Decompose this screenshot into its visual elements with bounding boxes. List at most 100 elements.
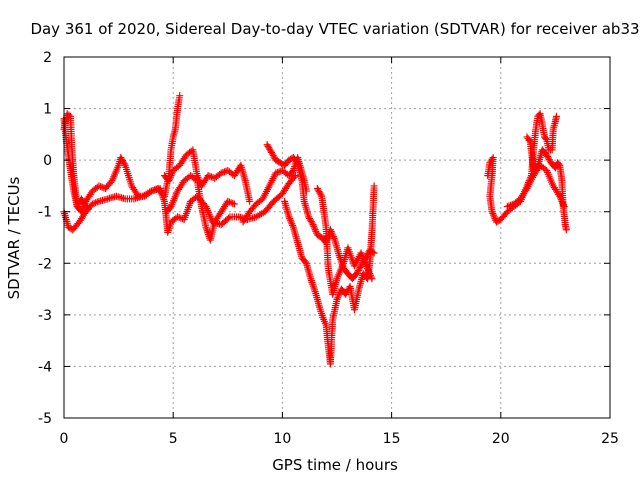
- x-tick-label: 15: [383, 431, 401, 447]
- data-point: [209, 174, 217, 182]
- data-point: [525, 136, 533, 144]
- data-point: [97, 183, 105, 191]
- data-point: [93, 198, 101, 206]
- data-point: [542, 134, 550, 142]
- data-point: [277, 167, 285, 175]
- data-point: [273, 168, 281, 176]
- data-point: [286, 216, 294, 224]
- plot-frame: [63, 56, 611, 419]
- y-tick-label: -4: [38, 359, 52, 375]
- data-point: [365, 268, 373, 276]
- data-point: [229, 199, 237, 207]
- data-point: [552, 112, 560, 120]
- data-point: [217, 169, 225, 177]
- data-point: [166, 173, 174, 181]
- data-point: [560, 203, 568, 211]
- data-point: [289, 221, 297, 229]
- data-point: [310, 222, 318, 230]
- data-point: [366, 271, 374, 279]
- data-point: [301, 258, 309, 266]
- data-point: [88, 200, 96, 208]
- x-axis-label: GPS time / hours: [272, 456, 398, 474]
- data-point: [120, 160, 128, 168]
- data-point: [490, 211, 498, 219]
- y-tick-label: 1: [43, 102, 52, 118]
- data-point: [364, 266, 372, 274]
- data-point: [224, 197, 232, 205]
- x-tick-label: 10: [273, 431, 291, 447]
- data-point: [168, 170, 176, 178]
- data-point: [334, 292, 342, 300]
- data-point: [225, 198, 233, 206]
- data-point: [206, 172, 214, 180]
- data-point: [556, 194, 564, 202]
- data-point: [310, 224, 318, 232]
- data-point: [227, 199, 235, 207]
- data-point: [522, 186, 530, 194]
- data-point: [176, 92, 184, 100]
- data-point: [174, 213, 182, 221]
- data-point: [177, 214, 185, 222]
- y-axis-label: SDTVAR / TECUs: [5, 176, 23, 299]
- data-point: [557, 196, 565, 204]
- data-point: [83, 203, 91, 211]
- data-point: [165, 177, 173, 185]
- data-point: [367, 273, 375, 281]
- data-point: [329, 233, 337, 241]
- data-points: [60, 92, 570, 368]
- y-tick-label: 0: [43, 153, 52, 169]
- data-point: [288, 220, 296, 228]
- data-point: [505, 202, 513, 210]
- data-point: [166, 175, 174, 183]
- data-point: [292, 172, 300, 180]
- data-point: [219, 168, 227, 176]
- data-point: [370, 182, 378, 190]
- data-point: [488, 208, 496, 216]
- data-point: [309, 221, 317, 229]
- data-point: [293, 157, 301, 165]
- data-point: [558, 197, 566, 205]
- data-point: [559, 201, 567, 209]
- data-point: [311, 226, 319, 234]
- data-point: [84, 205, 92, 213]
- data-point: [317, 191, 325, 199]
- data-point: [559, 199, 567, 207]
- data-point: [312, 227, 320, 235]
- y-tick-label: -5: [38, 411, 52, 427]
- data-point: [225, 214, 233, 222]
- data-point: [334, 294, 342, 302]
- data-point: [333, 295, 341, 303]
- data-point: [490, 213, 498, 221]
- y-tick-label: -1: [38, 205, 52, 221]
- data-point: [285, 213, 293, 221]
- x-tick-label: 5: [169, 431, 178, 447]
- data-point: [366, 270, 374, 278]
- data-point: [230, 200, 238, 208]
- data-point: [489, 209, 497, 217]
- data-point: [287, 218, 295, 226]
- data-point: [507, 201, 515, 209]
- data-point: [368, 275, 376, 283]
- data-point: [286, 215, 294, 223]
- data-point: [290, 173, 298, 181]
- data-point: [330, 234, 338, 242]
- y-tick-label: -2: [38, 256, 52, 272]
- data-point: [90, 199, 98, 207]
- x-tick-label: 0: [60, 431, 69, 447]
- data-point: [562, 226, 570, 234]
- data-point: [95, 182, 103, 190]
- data-point: [272, 169, 280, 177]
- data-point: [335, 290, 343, 298]
- y-tick-label: -3: [38, 308, 52, 324]
- data-point: [222, 167, 230, 175]
- data-point: [288, 168, 296, 176]
- y-tick-label: 2: [43, 50, 52, 66]
- chart-title: Day 361 of 2020, Sidereal Day-to-day VTE…: [30, 20, 639, 38]
- x-tick-label: 20: [492, 431, 510, 447]
- data-point: [364, 264, 372, 272]
- data-point: [65, 111, 73, 119]
- axis-ticks: 0 5 10 15 20 25 -5 -4 -3 -2 -1 0 1 2: [38, 50, 619, 447]
- x-tick-label: 25: [601, 431, 619, 447]
- data-point: [100, 184, 108, 192]
